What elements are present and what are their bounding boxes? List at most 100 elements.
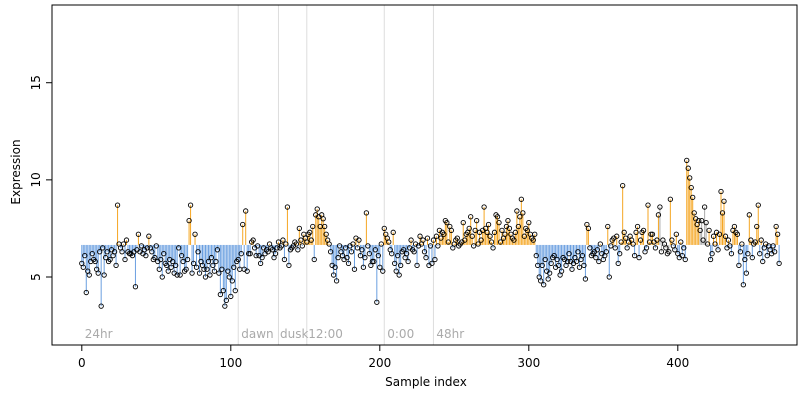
data-point	[421, 249, 428, 255]
data-point	[466, 225, 472, 232]
data-point	[630, 241, 636, 247]
data-point	[742, 256, 748, 263]
data-point	[652, 245, 659, 251]
data-point	[348, 249, 355, 255]
y-axis: 5 10 15	[29, 75, 53, 281]
data-point	[645, 202, 651, 208]
data-point	[521, 233, 527, 239]
data-point	[173, 262, 179, 268]
period-label: 48hr	[436, 327, 464, 341]
data-point	[107, 256, 113, 263]
data-point	[113, 262, 119, 268]
data-point	[484, 229, 490, 235]
data-point	[545, 276, 551, 282]
data-point	[414, 262, 420, 268]
data-point	[386, 239, 392, 245]
data-point	[295, 247, 301, 253]
data-point	[405, 258, 411, 265]
data-point	[518, 196, 524, 202]
period-label: 24hr	[85, 327, 113, 341]
data-point	[648, 231, 654, 237]
data-point	[326, 241, 332, 247]
x-tick-label: 200	[368, 356, 391, 370]
data-point	[272, 251, 279, 257]
data-point	[219, 266, 225, 272]
data-point	[709, 251, 715, 257]
data-point	[342, 245, 349, 251]
data-point	[488, 239, 495, 245]
period-label: 12:00	[308, 327, 343, 341]
data-point	[737, 249, 744, 255]
x-axis-label: Sample index	[385, 375, 467, 389]
data-point	[149, 249, 155, 255]
data-point	[168, 264, 174, 270]
data-point	[244, 268, 250, 274]
data-point	[773, 223, 779, 230]
data-point	[631, 252, 638, 259]
data-point	[83, 289, 89, 296]
data-point	[192, 231, 198, 237]
data-point	[423, 254, 429, 261]
data-point	[378, 241, 384, 247]
data-point	[712, 241, 718, 247]
data-point	[298, 237, 304, 243]
data-point	[617, 251, 623, 257]
data-point	[774, 231, 781, 237]
data-point	[283, 241, 289, 247]
data-point	[238, 251, 244, 257]
data-point	[673, 231, 679, 237]
data-point	[216, 270, 222, 276]
data-point	[275, 239, 282, 245]
data-point	[432, 256, 438, 263]
data-point	[757, 251, 763, 257]
data-point	[257, 260, 264, 267]
data-point	[332, 264, 338, 270]
data-point	[214, 247, 221, 253]
data-point	[293, 241, 300, 247]
data-point	[327, 249, 334, 255]
data-point	[444, 219, 450, 226]
data-point	[615, 260, 621, 267]
data-point	[152, 254, 158, 261]
data-point	[240, 221, 246, 228]
data-point	[366, 251, 373, 257]
data-point	[89, 251, 95, 257]
data-point	[80, 264, 86, 270]
data-point	[424, 235, 431, 241]
data-point	[335, 254, 341, 261]
data-point	[232, 287, 238, 294]
data-point	[530, 237, 536, 243]
data-point	[739, 241, 745, 247]
data-point	[690, 194, 696, 200]
data-point	[310, 223, 316, 230]
data-point	[725, 237, 732, 243]
data-point	[499, 227, 505, 234]
data-point	[551, 252, 557, 259]
data-point	[722, 233, 729, 239]
data-point	[372, 247, 378, 253]
data-point	[269, 247, 276, 253]
data-point	[226, 274, 232, 280]
data-point	[438, 235, 444, 241]
data-point	[688, 184, 694, 191]
data-point	[333, 278, 340, 284]
data-point	[667, 196, 673, 202]
data-point	[204, 266, 210, 272]
data-point	[758, 237, 764, 243]
data-point	[427, 243, 434, 249]
data-point	[496, 219, 502, 226]
data-point	[743, 270, 749, 276]
data-point	[356, 237, 362, 243]
data-point	[696, 218, 702, 224]
data-point	[754, 223, 760, 230]
data-point	[716, 231, 723, 237]
data-point	[411, 249, 417, 255]
data-point	[354, 245, 361, 251]
data-point	[396, 272, 402, 278]
data-point	[760, 258, 766, 265]
data-point	[223, 297, 229, 303]
data-point	[655, 212, 662, 218]
data-point	[165, 268, 171, 274]
data-point	[512, 229, 519, 235]
data-point	[573, 258, 580, 265]
